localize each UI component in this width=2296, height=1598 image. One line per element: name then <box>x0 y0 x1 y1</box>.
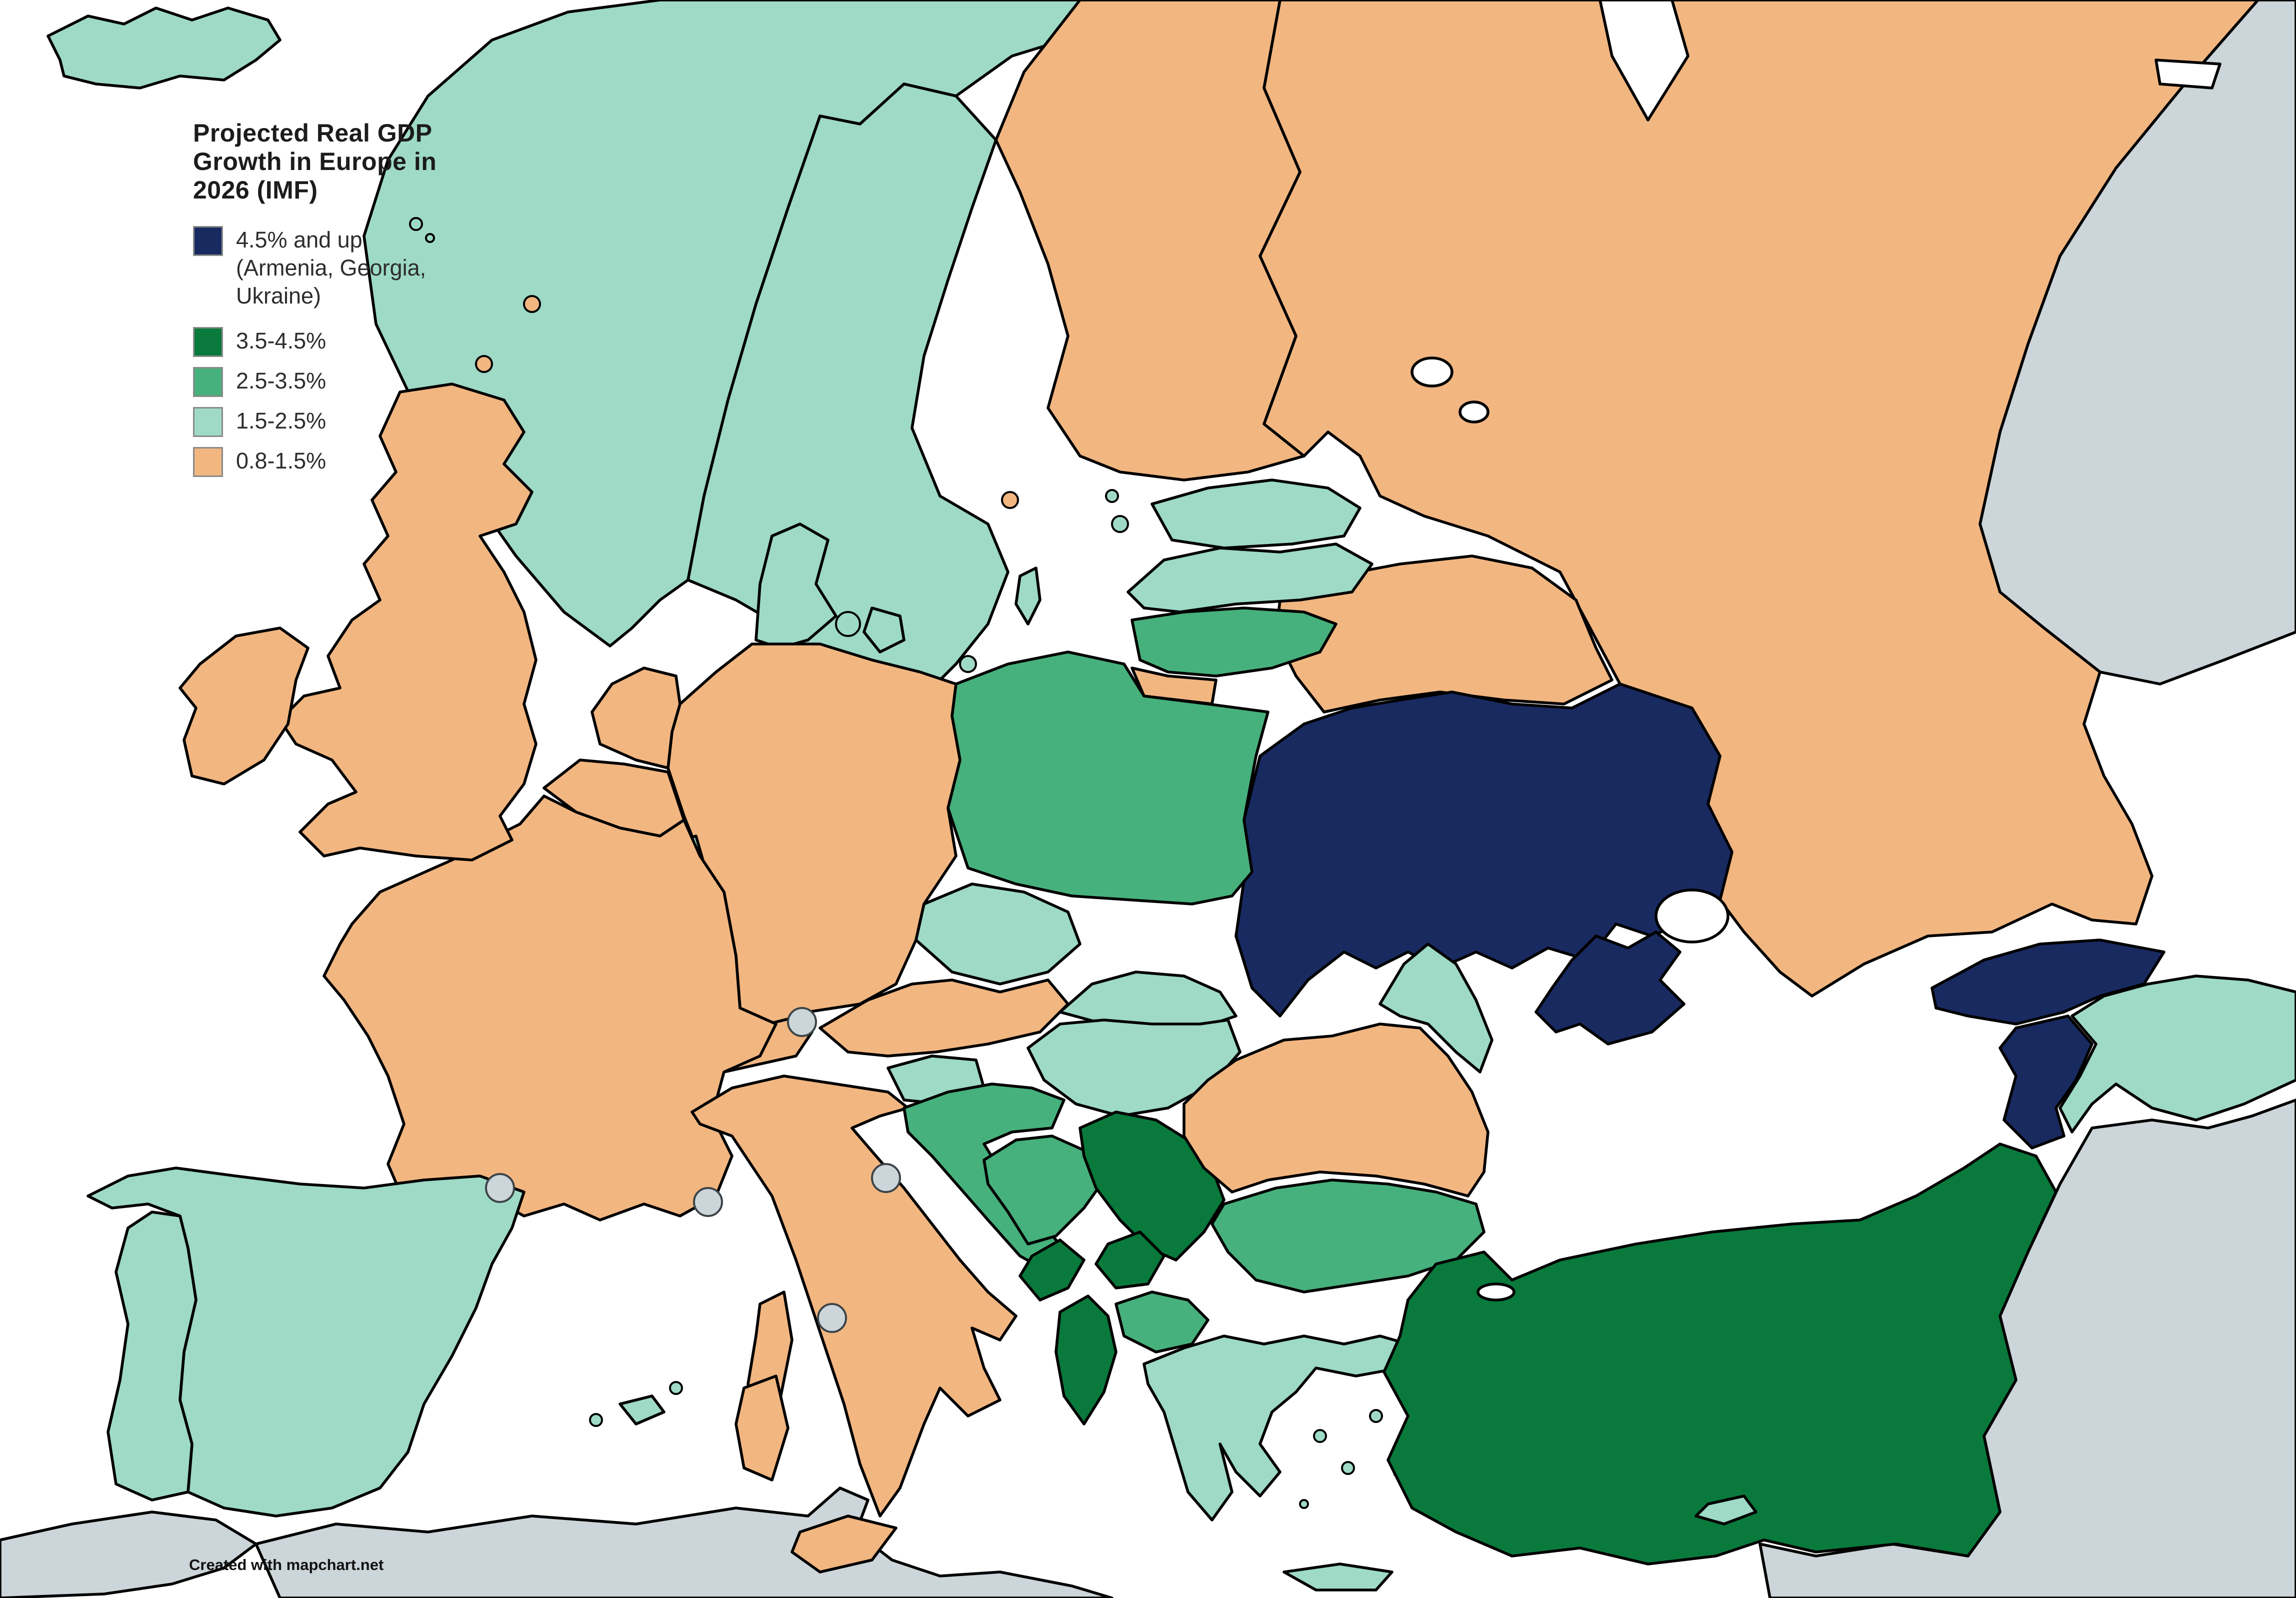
lake-onega <box>1458 400 1490 424</box>
orkney-islands <box>475 355 493 373</box>
country-estonia <box>1150 478 1362 550</box>
aegean-island-2 <box>1341 1461 1355 1475</box>
sea-of-marmara <box>1476 1282 1516 1302</box>
gotland-island <box>1014 566 1042 626</box>
hiiumaa-island <box>1105 489 1119 503</box>
country-portugal <box>106 1210 198 1502</box>
country-bosnia-herzegovina <box>982 1134 1106 1246</box>
legend-swatch-35-45 <box>193 327 223 357</box>
faroe-islands-2 <box>425 233 435 243</box>
aland-islands <box>1001 491 1019 509</box>
ibiza-island <box>589 1413 603 1427</box>
country-turkey <box>1382 1142 2058 1566</box>
attribution: Created with mapchart.net <box>189 1556 384 1574</box>
aegean-island-3 <box>1369 1409 1383 1423</box>
country-lithuania <box>1130 606 1338 678</box>
country-north-macedonia <box>1114 1290 1210 1354</box>
country-slovakia <box>1058 970 1238 1030</box>
map-legend: 4.5% and up (Armenia, Georgia, Ukraine) … <box>193 226 451 487</box>
white-sea-inlet <box>1598 0 1690 122</box>
legend-swatch-45-up <box>193 226 223 256</box>
country-united-kingdom <box>278 382 538 862</box>
legend-label-45-up: 4.5% and up (Armenia, Georgia, Ukraine) <box>236 227 426 308</box>
crete-island <box>1282 1562 1394 1592</box>
country-ireland <box>178 626 310 786</box>
faroe-islands <box>409 217 423 231</box>
andorra-circle <box>485 1173 515 1203</box>
legend-row: 3.5-4.5% <box>193 327 451 357</box>
legend-label-25-35: 2.5-3.5% <box>236 368 326 394</box>
country-finland <box>994 0 1306 482</box>
legend-row: 2.5-3.5% <box>193 367 451 397</box>
legend-label-35-45: 3.5-4.5% <box>236 328 326 354</box>
map-title-line-2: Growth in Europe in <box>193 148 437 176</box>
legend-swatch-15-25 <box>193 407 223 437</box>
country-greece <box>1142 1334 1410 1522</box>
country-austria <box>818 978 1070 1058</box>
sardinia-island <box>734 1374 790 1482</box>
country-latvia <box>1126 542 1374 614</box>
region-morocco <box>0 1510 258 1598</box>
san-marino-circle <box>871 1163 901 1193</box>
saaremaa-island <box>1111 515 1129 533</box>
region-algeria-tunisia <box>254 1486 1114 1598</box>
country-russia <box>1114 0 2260 998</box>
country-kosovo <box>1094 1230 1166 1290</box>
menorca-island <box>669 1381 683 1395</box>
legend-row: 4.5% and up (Armenia, Georgia, Ukraine) <box>193 226 451 310</box>
legend-swatch-25-35 <box>193 367 223 397</box>
liechtenstein-circle <box>787 1007 817 1037</box>
vatican-circle <box>817 1303 847 1333</box>
aegean-island-5 <box>1299 1499 1309 1509</box>
shetland-islands <box>523 295 541 313</box>
funen-island <box>835 611 861 637</box>
crimea-peninsula <box>1534 930 1686 1046</box>
mallorca-island <box>618 1394 666 1426</box>
country-poland <box>946 650 1270 906</box>
country-armenia <box>1998 1014 2094 1150</box>
country-serbia <box>1078 1110 1226 1262</box>
lake-on-border <box>2154 58 2222 90</box>
lake-ladoga <box>1410 356 1454 388</box>
legend-row: 1.5-2.5% <box>193 407 451 437</box>
country-romania <box>1182 1022 1490 1198</box>
country-azerbaijan <box>2058 974 2296 1134</box>
country-iceland <box>46 6 282 90</box>
sea-of-azov <box>1654 888 1730 944</box>
legend-label-08-15: 0.8-1.5% <box>236 448 326 474</box>
sicily-island <box>790 1514 898 1574</box>
country-hungary <box>1026 1018 1242 1118</box>
monaco-circle <box>693 1187 723 1217</box>
legend-swatch-08-15 <box>193 447 223 477</box>
bornholm-island <box>959 655 977 673</box>
country-moldova <box>1378 942 1494 1074</box>
legend-row: 0.8-1.5% <box>193 447 451 477</box>
map-title: Projected Real GDP Growth in Europe in 2… <box>193 119 436 204</box>
kaliningrad-exclave <box>1130 666 1218 706</box>
country-belarus <box>1274 554 1614 714</box>
map-title-line-3: 2026 (IMF) <box>193 176 318 204</box>
aegean-island-1 <box>1313 1429 1327 1443</box>
country-cyprus <box>1694 1494 1758 1526</box>
country-albania <box>1054 1294 1118 1426</box>
country-montenegro <box>1018 1238 1086 1302</box>
country-czechia <box>914 882 1082 986</box>
legend-label-15-25: 1.5-2.5% <box>236 408 326 434</box>
country-netherlands <box>590 666 682 770</box>
zealand-island <box>862 606 906 654</box>
map-title-line-1: Projected Real GDP <box>193 119 432 147</box>
country-ukraine <box>1234 682 1734 1018</box>
